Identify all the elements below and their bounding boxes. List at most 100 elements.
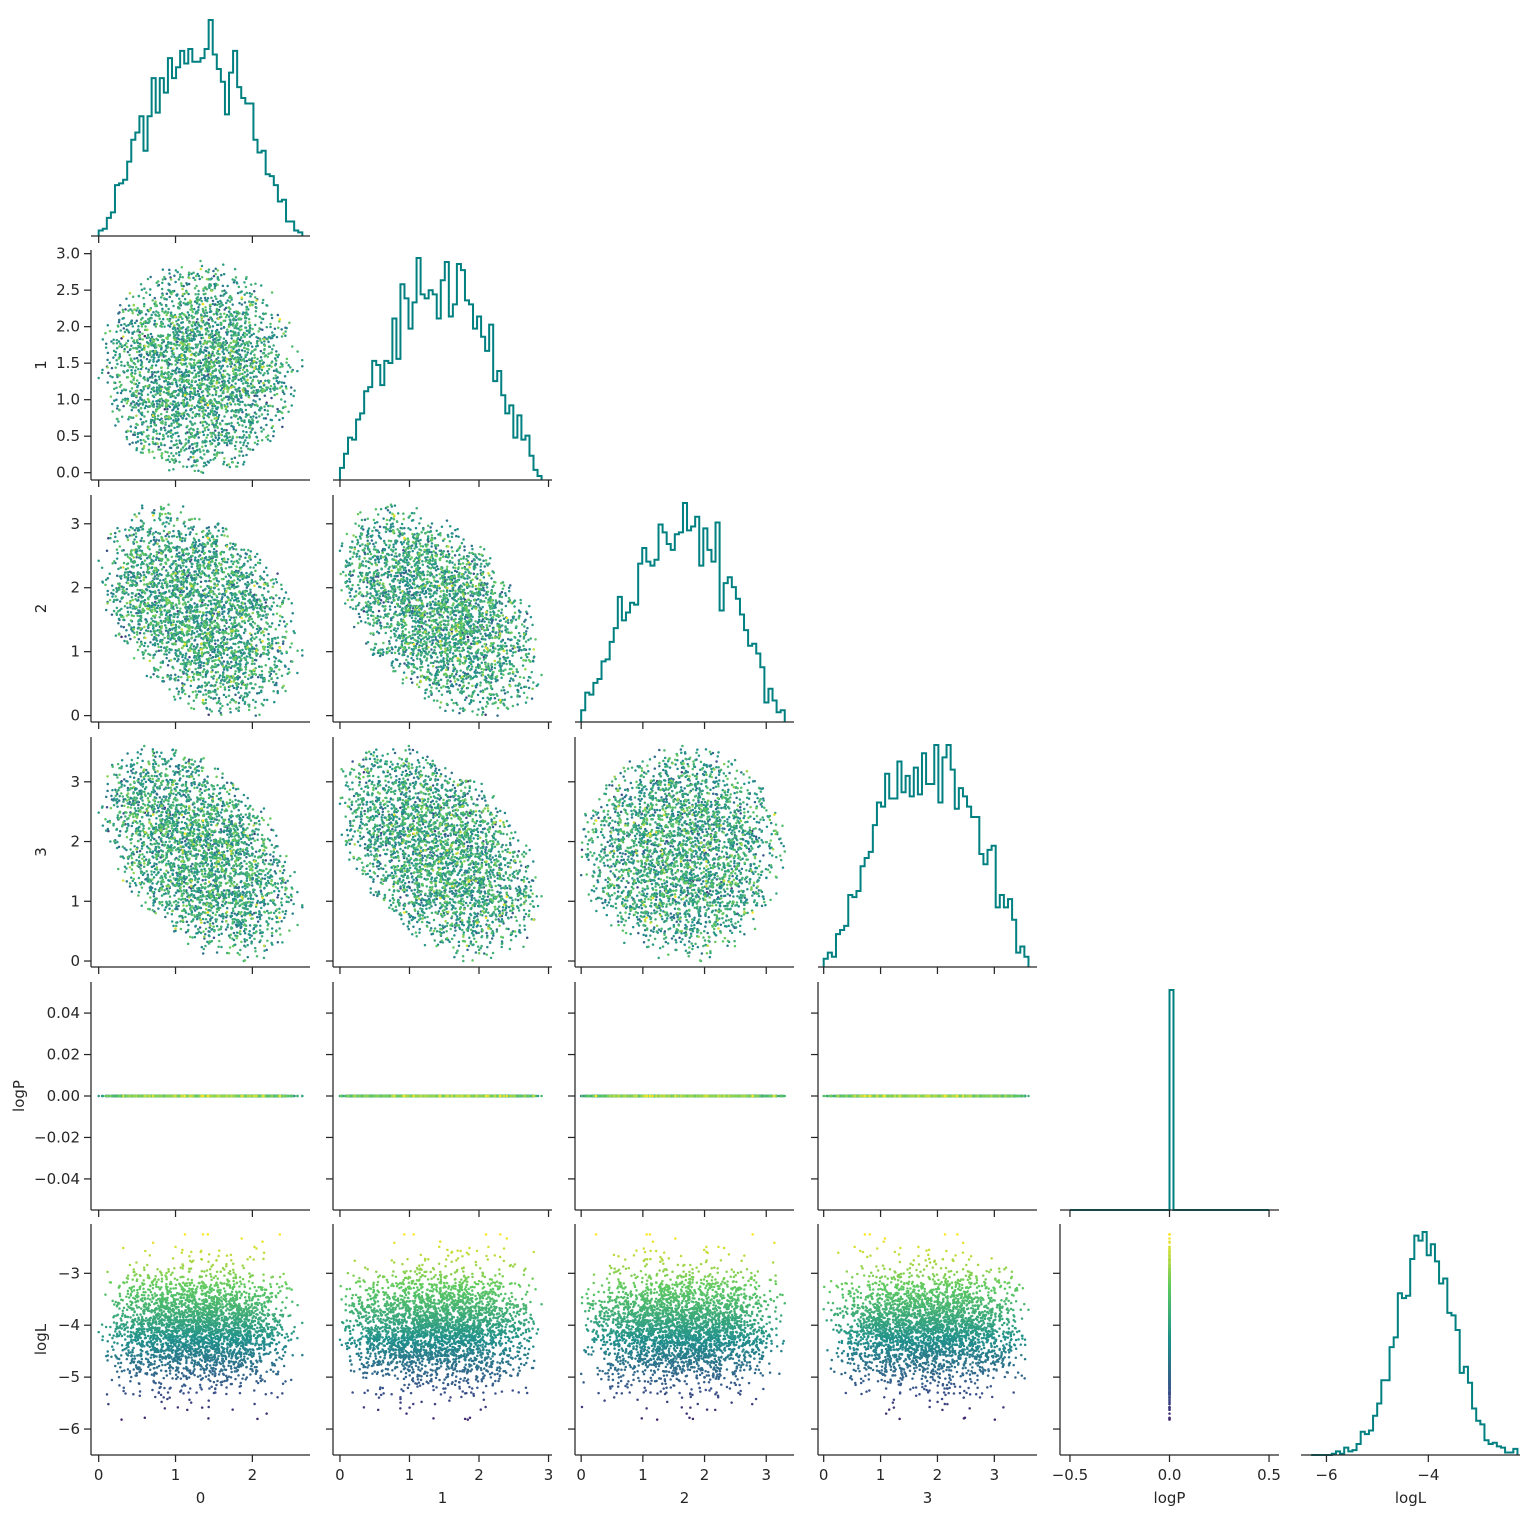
scatter-point [265, 601, 268, 604]
scatter-point [216, 422, 219, 425]
scatter-point [153, 381, 156, 384]
scatter-point [145, 405, 148, 408]
scatter-point [134, 529, 137, 532]
scatter-point [207, 378, 210, 381]
histogram-bin [188, 49, 192, 236]
scatter-point [130, 425, 133, 428]
scatter-point [231, 391, 234, 394]
scatter-point [221, 596, 224, 599]
scatter-point [261, 359, 264, 362]
scatter-point [181, 346, 184, 349]
scatter-point [216, 308, 219, 311]
histogram-bin [513, 438, 517, 480]
scatter-point [165, 403, 168, 406]
scatter-point [156, 360, 159, 363]
scatter-point [157, 392, 160, 395]
scatter-point [221, 407, 224, 410]
scatter-point [244, 326, 247, 329]
scatter-point [245, 276, 248, 279]
scatter-point [142, 571, 145, 574]
scatter-point [238, 345, 241, 348]
scatter-point [255, 299, 258, 302]
scatter-point [254, 356, 257, 359]
scatter-point [223, 313, 226, 316]
scatter-point [281, 335, 284, 338]
scatter-point [225, 316, 228, 319]
scatter-point [270, 314, 273, 317]
scatter-point [176, 361, 179, 364]
scatter-point [254, 564, 257, 567]
scatter-point [174, 360, 177, 363]
scatter-point [185, 369, 188, 372]
scatter-point [197, 309, 200, 312]
histogram-bin [266, 174, 270, 236]
scatter-point [234, 268, 237, 271]
scatter-point [147, 393, 150, 396]
scatter-point [182, 505, 185, 508]
scatter-point [198, 360, 201, 363]
scatter-point [206, 434, 209, 437]
scatter-point [207, 604, 210, 607]
scatter-point [238, 436, 241, 439]
scatter-point [209, 412, 212, 415]
scatter-point [165, 569, 168, 572]
scatter-point [111, 403, 114, 406]
scatter-point [214, 642, 217, 645]
scatter-point [198, 334, 201, 337]
scatter-point [174, 363, 177, 366]
scatter-point [141, 414, 144, 417]
scatter-point [215, 339, 218, 342]
scatter-point [247, 581, 250, 584]
scatter-point [189, 396, 192, 399]
scatter-point [290, 393, 293, 396]
scatter-point [136, 424, 139, 427]
scatter-point [151, 567, 154, 570]
scatter-point [143, 303, 146, 306]
scatter-point [216, 313, 219, 316]
scatter-point [136, 307, 139, 310]
scatter-point [207, 407, 210, 410]
scatter-point [142, 431, 145, 434]
scatter-point [242, 444, 245, 447]
scatter-point [207, 428, 210, 431]
scatter-point [226, 403, 229, 406]
scatter-point [137, 368, 140, 371]
scatter-point [249, 591, 252, 594]
scatter-point [158, 384, 161, 387]
scatter-point [182, 446, 185, 449]
scatter-point [122, 311, 125, 314]
scatter-point [180, 285, 183, 288]
scatter-point [196, 302, 199, 305]
scatter-point [205, 388, 208, 391]
y-tick-label: 1.0 [56, 391, 80, 409]
scatter-point [263, 349, 266, 352]
scatter-point [272, 425, 275, 428]
scatter-point [149, 353, 152, 356]
scatter-point [292, 395, 295, 398]
scatter-point [264, 355, 267, 358]
scatter-point [232, 386, 235, 389]
scatter-point [154, 300, 157, 303]
scatter-point [147, 318, 150, 321]
scatter-point [243, 293, 246, 296]
scatter-point [214, 369, 217, 372]
scatter-point [185, 362, 188, 365]
scatter-point [153, 356, 156, 359]
scatter-point [141, 325, 144, 328]
scatter-point [162, 680, 165, 683]
scatter-point [220, 322, 223, 325]
scatter-point [231, 394, 234, 397]
scatter-point [173, 333, 176, 336]
scatter-point [140, 368, 143, 371]
scatter-point [214, 321, 217, 324]
scatter-point [282, 407, 285, 410]
scatter-point [164, 355, 167, 358]
scatter-point [190, 387, 193, 390]
scatter-point [254, 555, 257, 558]
scatter-point [132, 376, 135, 379]
scatter-point [170, 674, 173, 677]
scatter-point [253, 354, 256, 357]
scatter-point [140, 363, 143, 366]
histogram-bin [123, 180, 127, 236]
histogram-bin [245, 103, 249, 236]
